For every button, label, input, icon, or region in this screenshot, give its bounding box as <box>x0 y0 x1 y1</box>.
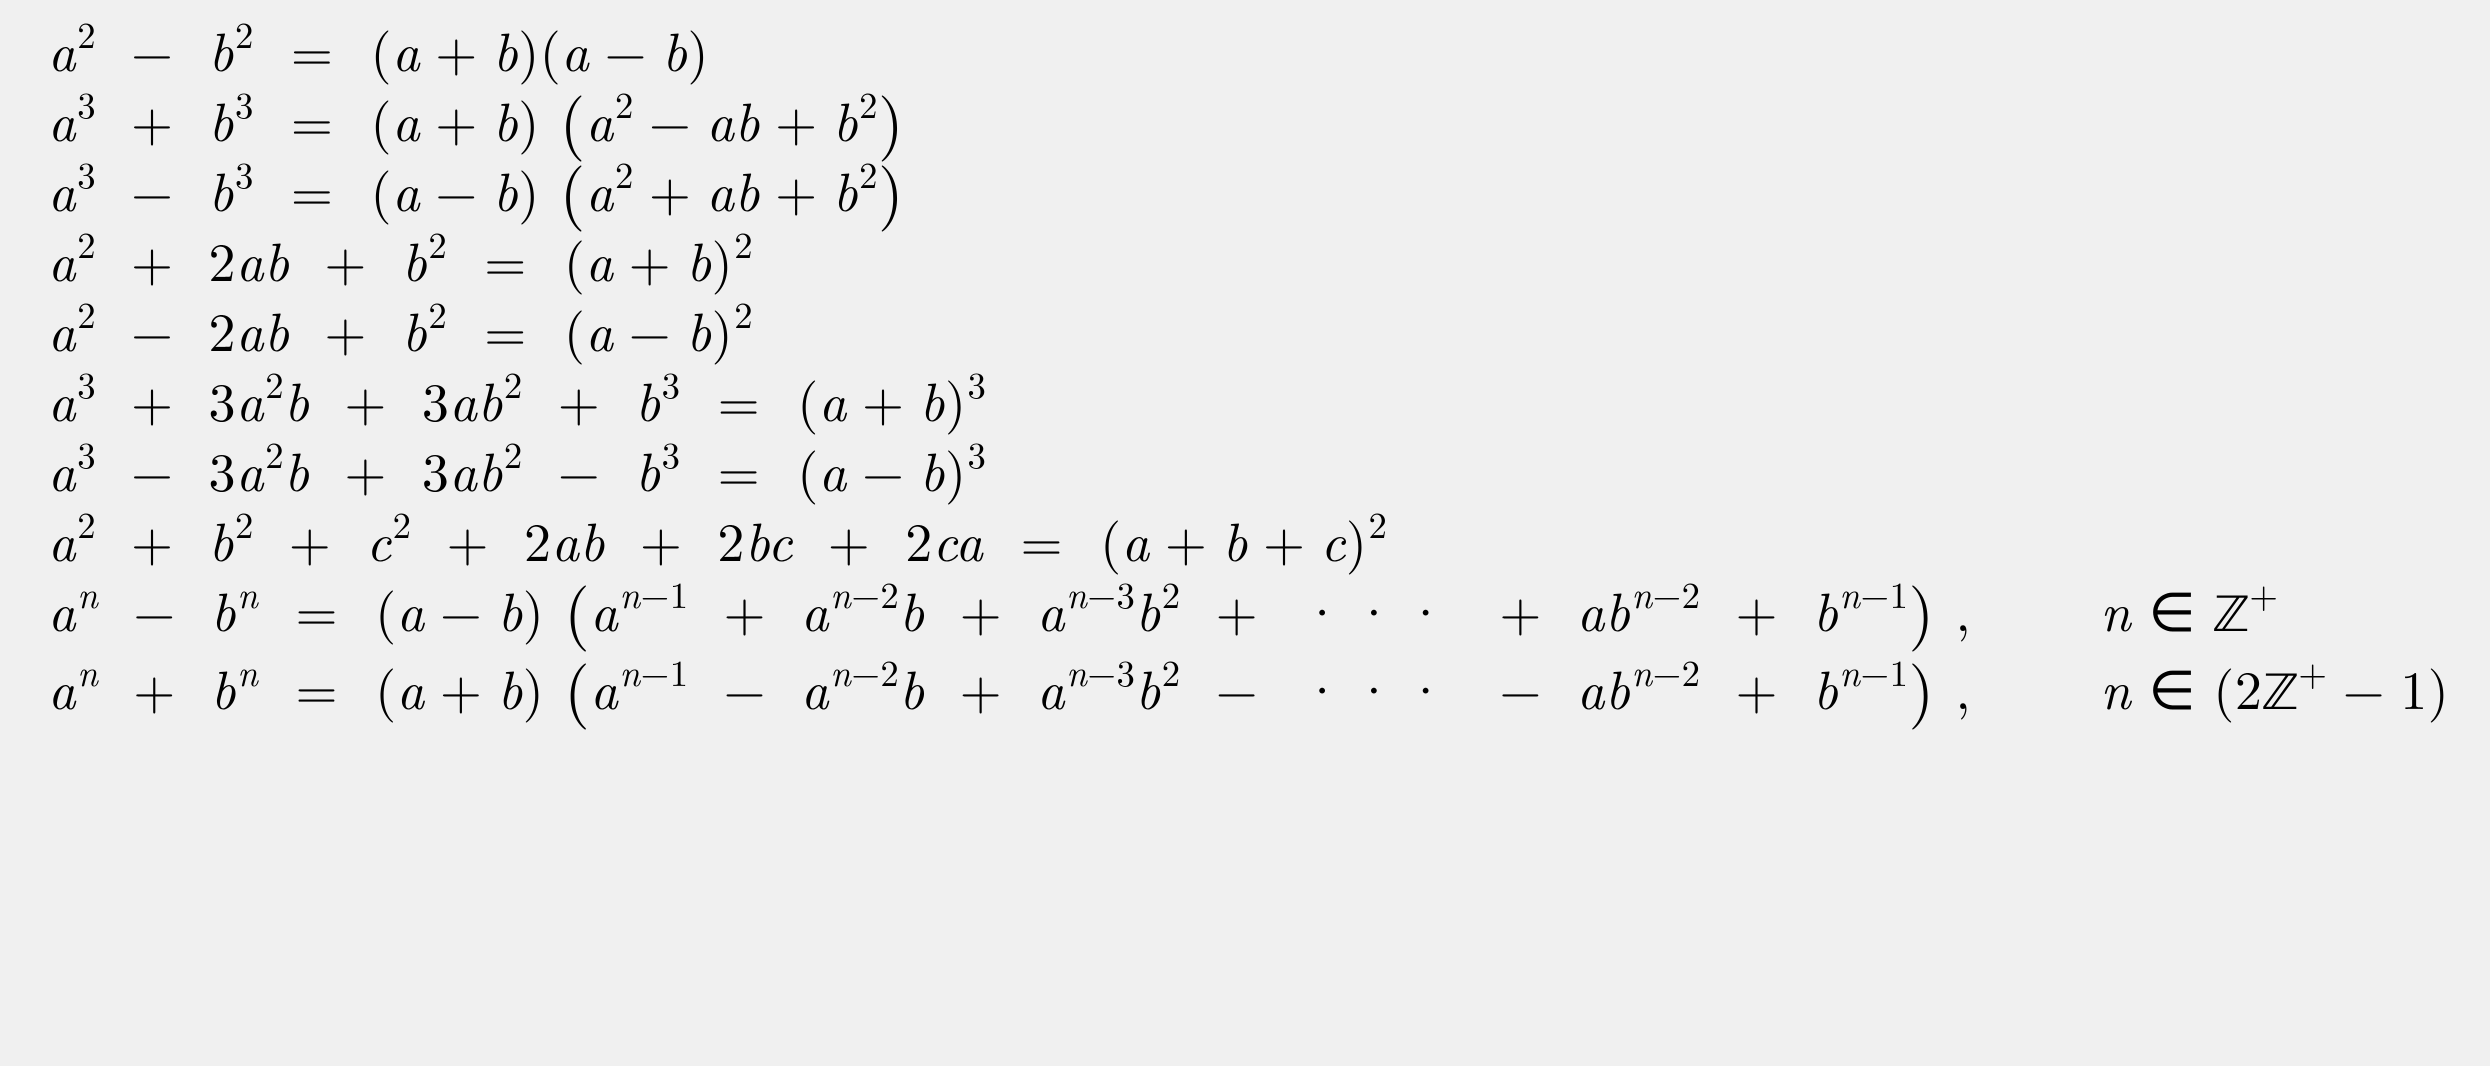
identity-square-sum: a2 + 2ab + b2 = (a+b)2 <box>48 224 2450 294</box>
identity-square-diff: a2 − 2ab + b2 = (a−b)2 <box>48 294 2450 364</box>
formula-list: a2 − b2 = (a+b)(a−b) a3 + b3 = (a+b) (a2… <box>0 0 2490 744</box>
identity-diff-squares: a2 − b2 = (a+b)(a−b) <box>48 14 2450 84</box>
identity-sum-nth-odd: an + bn = (a+b) (an−1 − an−2b + an−3b2 −… <box>48 652 2450 730</box>
identity-cube-diff: a3 − 3a2b + 3ab2 − b3 = (a−b)3 <box>48 434 2450 504</box>
identity-trinomial-square: a2 + b2 + c2 + 2ab + 2bc + 2ca = (a+b+c)… <box>48 504 2450 574</box>
identity-sum-cubes: a3 + b3 = (a+b) (a2−ab+b2) <box>48 84 2450 154</box>
identity-diff-cubes: a3 − b3 = (a−b) (a2+ab+b2) <box>48 154 2450 224</box>
identity-cube-sum: a3 + 3a2b + 3ab2 + b3 = (a+b)3 <box>48 364 2450 434</box>
identity-diff-nth: an − bn = (a−b) (an−1 + an−2b + an−3b2 +… <box>48 574 2450 652</box>
